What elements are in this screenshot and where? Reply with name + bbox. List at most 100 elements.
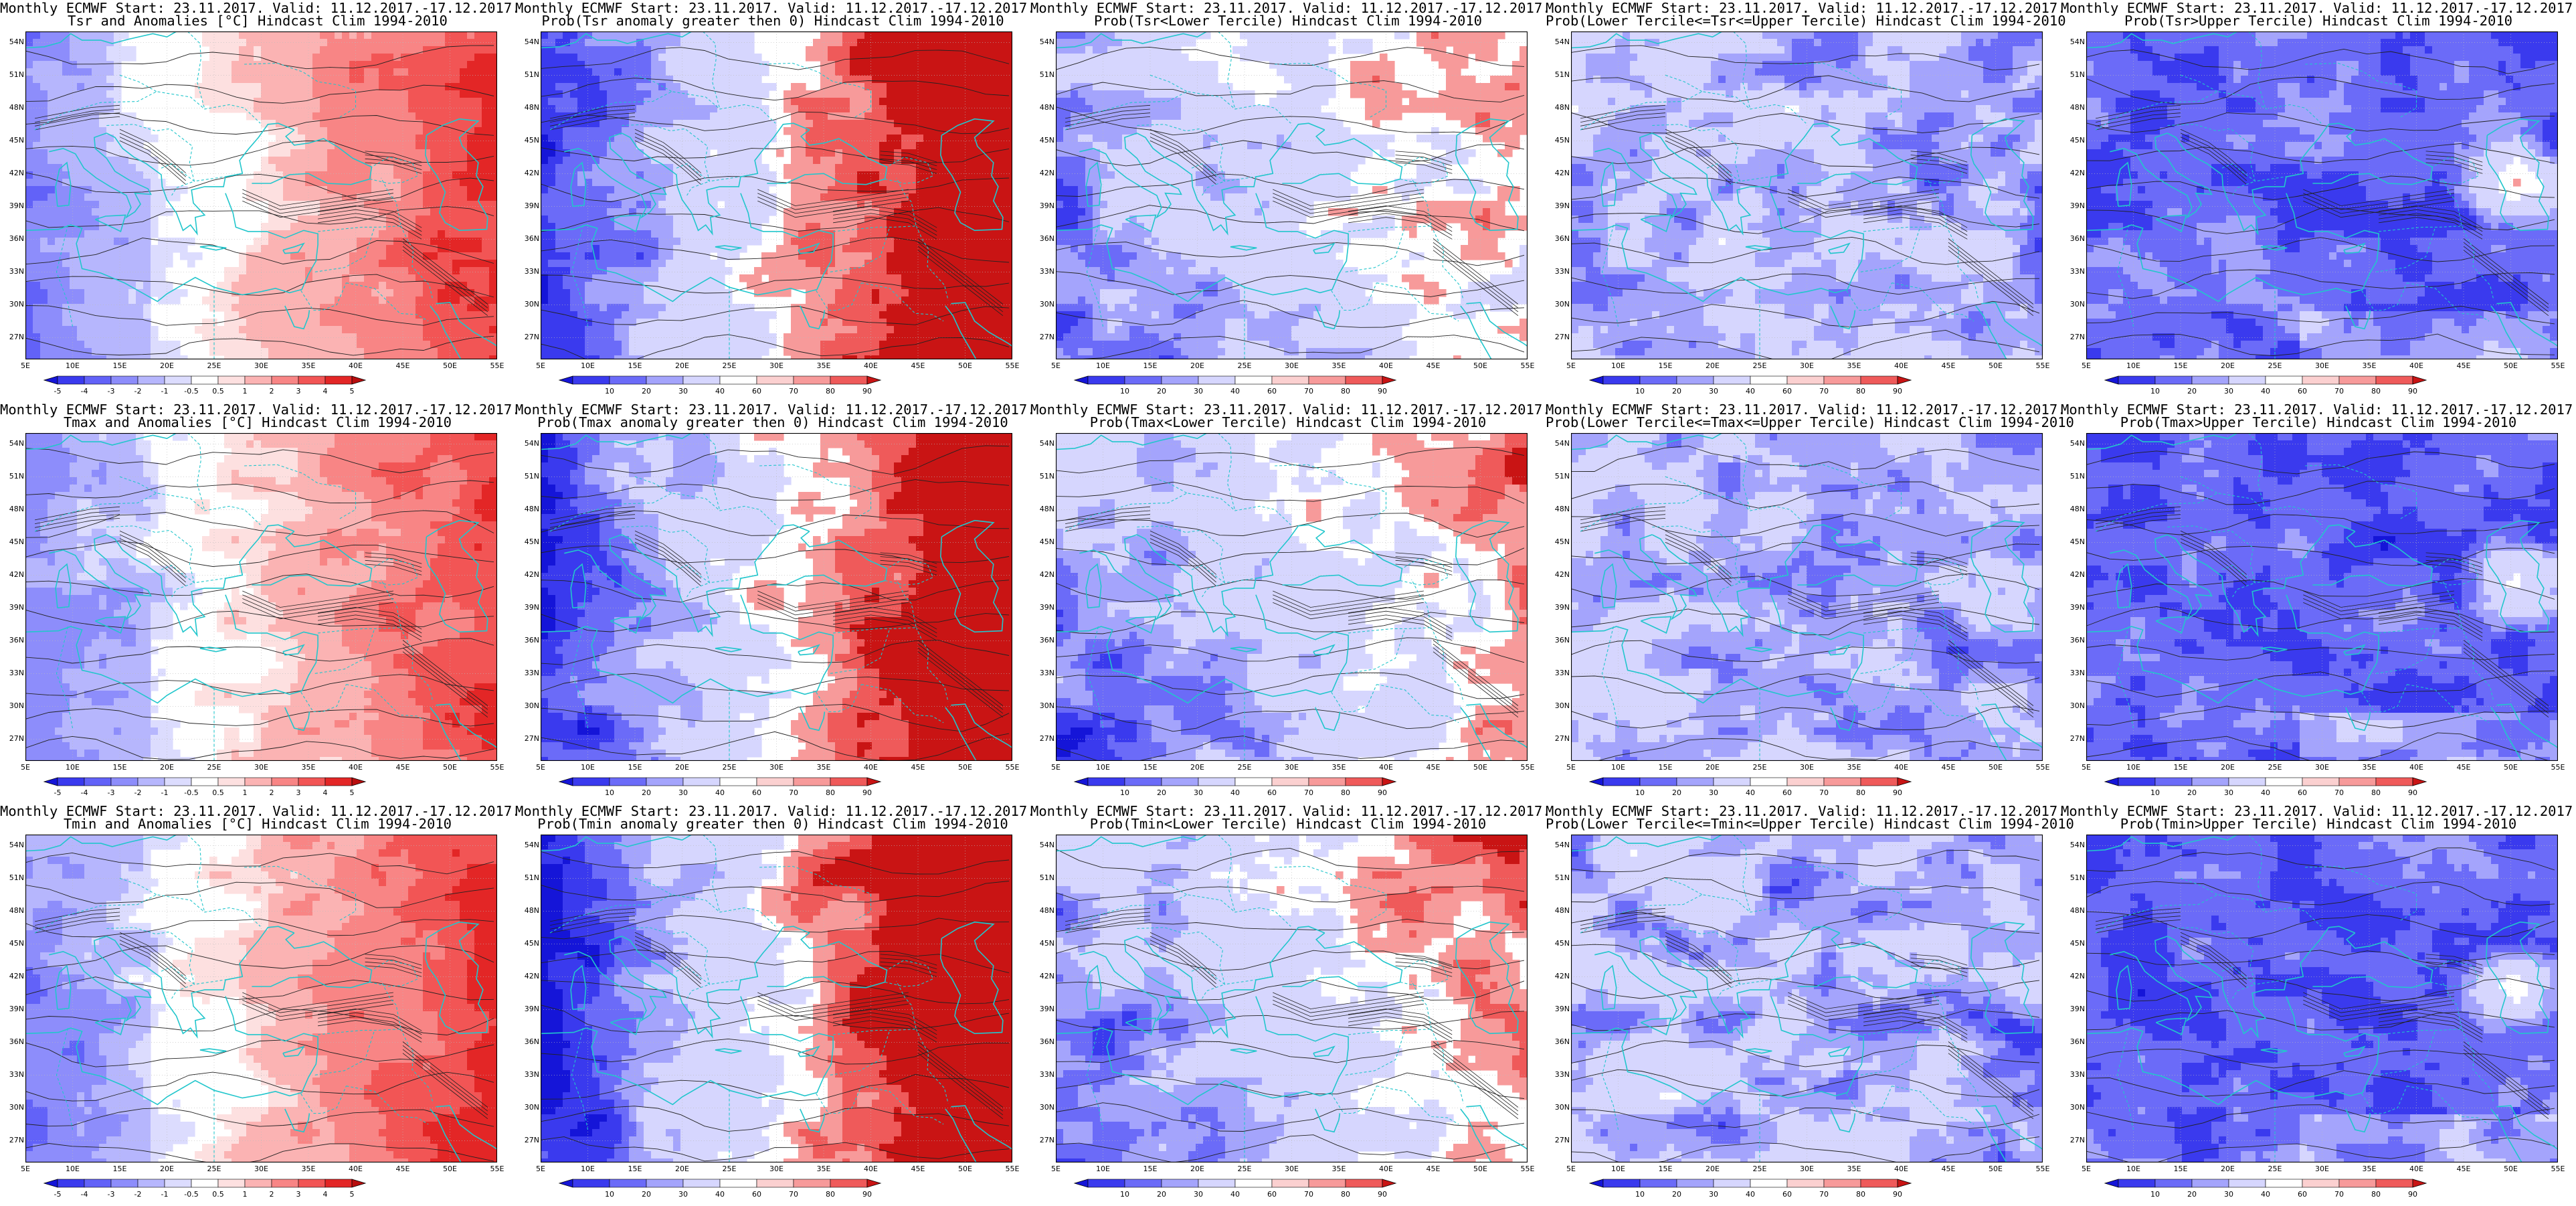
- lat-label: 30N: [1551, 701, 1570, 710]
- lon-label: 5E: [527, 763, 554, 772]
- lat-label: 27N: [5, 734, 24, 743]
- colorbar-tick-label: 90: [1893, 387, 1902, 396]
- lon-label: 40E: [343, 361, 369, 370]
- colorbar-tick-label: 70: [789, 788, 798, 797]
- colorbar-tick-label: -5: [54, 788, 62, 797]
- colorbar-tick-label: 3: [296, 1190, 301, 1199]
- lat-label: 54N: [521, 439, 539, 448]
- colorbar-tick-label: 90: [1378, 1190, 1387, 1199]
- lat-label: 42N: [521, 169, 539, 177]
- lat-label: 42N: [2066, 169, 2085, 177]
- lon-label: 5E: [2073, 361, 2100, 370]
- lat-label: 30N: [1551, 300, 1570, 309]
- colorbar-tick-label: 40: [715, 387, 725, 396]
- lat-label: 45N: [2066, 939, 2085, 948]
- lon-label: 25E: [201, 763, 227, 772]
- colorbar-tick-label: 60: [2298, 387, 2307, 396]
- colorbar-tick-label: 70: [2334, 788, 2344, 797]
- lon-label: 20E: [1699, 361, 1726, 370]
- map-area: [1056, 835, 1528, 1162]
- lon-label: 55E: [999, 1165, 1026, 1173]
- lon-label: 20E: [2215, 763, 2241, 772]
- lon-label: 35E: [1325, 361, 1352, 370]
- colorbar-tick-label: 5: [350, 788, 355, 797]
- map-canvas: [541, 31, 1012, 359]
- lat-label: 27N: [2066, 1136, 2085, 1144]
- lon-label: 25E: [2262, 361, 2288, 370]
- colorbar-tick-label: 70: [2334, 387, 2344, 396]
- lat-label: 36N: [2066, 1037, 2085, 1046]
- lon-label: 20E: [1184, 763, 1211, 772]
- colorbar-tick-label: 60: [2298, 788, 2307, 797]
- lon-label: 15E: [622, 763, 648, 772]
- lat-label: 42N: [1551, 570, 1570, 579]
- lon-label: 25E: [1746, 1165, 1773, 1173]
- lat-label: 33N: [521, 1070, 539, 1079]
- lon-label: 50E: [952, 1165, 979, 1173]
- lon-label: 40E: [1888, 763, 1915, 772]
- lat-label: 30N: [2066, 1103, 2085, 1112]
- lon-label: 55E: [1514, 361, 1541, 370]
- lat-label: 33N: [5, 1070, 24, 1079]
- lon-label: 30E: [2309, 1165, 2336, 1173]
- map-area: [1571, 835, 2043, 1162]
- lat-label: 51N: [1551, 873, 1570, 882]
- lat-label: 48N: [5, 505, 24, 513]
- lon-label: 55E: [2545, 1165, 2571, 1173]
- lon-label: 25E: [1746, 763, 1773, 772]
- lon-label: 50E: [437, 1165, 464, 1173]
- lat-label: 54N: [1036, 439, 1054, 448]
- map-panel: Monthly ECMWF Start: 23.11.2017. Valid: …: [1546, 0, 2061, 402]
- lat-label: 39N: [521, 1005, 539, 1013]
- colorbar-tick-label: 80: [1341, 387, 1350, 396]
- colorbar-tick-label: 80: [826, 788, 835, 797]
- map-panel: Monthly ECMWF Start: 23.11.2017. Valid: …: [2061, 0, 2576, 402]
- colorbar-tick-label: 0.5: [212, 788, 224, 797]
- lon-label: 35E: [1325, 763, 1352, 772]
- lat-label: 54N: [521, 841, 539, 849]
- lon-label: 40E: [2403, 763, 2430, 772]
- colorbar-tick-label: -4: [81, 1190, 88, 1199]
- lon-label: 15E: [106, 1165, 133, 1173]
- lat-label: 54N: [5, 37, 24, 46]
- colorbar-tick-label: 30: [2224, 387, 2233, 396]
- lon-label: 45E: [389, 763, 416, 772]
- colorbar-tick-label: 80: [1856, 788, 1865, 797]
- lon-label: 40E: [858, 361, 885, 370]
- colorbar-tick-label: 90: [1378, 387, 1387, 396]
- lon-label: 10E: [1605, 1165, 1632, 1173]
- colorbar-tick-label: 30: [1709, 788, 1718, 797]
- lat-label: 30N: [5, 300, 24, 309]
- map-area: [25, 31, 497, 359]
- lon-label: 10E: [1605, 763, 1632, 772]
- colorbar-tick-label: 90: [2408, 1190, 2417, 1199]
- lon-label: 15E: [2167, 1165, 2194, 1173]
- colorbar-tick-label: 4: [323, 788, 328, 797]
- colorbar-tick-label: 20: [1672, 1190, 1681, 1199]
- lat-label: 45N: [1551, 136, 1570, 145]
- colorbar-tick-label: 30: [2224, 1190, 2233, 1199]
- lon-label: 30E: [1794, 1165, 1821, 1173]
- colorbar-tick-label: 1: [243, 387, 248, 396]
- lon-label: 15E: [622, 361, 648, 370]
- panel-title-line2: Prob(Lower Tercile<=Tmax<=Upper Tercile)…: [1546, 415, 2061, 430]
- colorbar-tick-label: 40: [1746, 788, 1755, 797]
- lat-label: 36N: [1551, 1037, 1570, 1046]
- colorbar-tick-label: 30: [678, 788, 688, 797]
- lat-label: 27N: [1551, 734, 1570, 743]
- lon-label: 30E: [763, 1165, 790, 1173]
- lat-label: 39N: [5, 603, 24, 612]
- lat-label: 48N: [1551, 906, 1570, 915]
- lon-label: 25E: [716, 361, 743, 370]
- lon-label: 10E: [1090, 763, 1117, 772]
- lat-label: 39N: [521, 603, 539, 612]
- colorbar-tick-label: 60: [2298, 1190, 2307, 1199]
- lat-label: 54N: [1036, 37, 1054, 46]
- lat-label: 45N: [2066, 537, 2085, 546]
- panel-title-line2: Prob(Tmin anomaly greater then 0) Hindca…: [515, 816, 1030, 831]
- map-canvas: [25, 31, 497, 359]
